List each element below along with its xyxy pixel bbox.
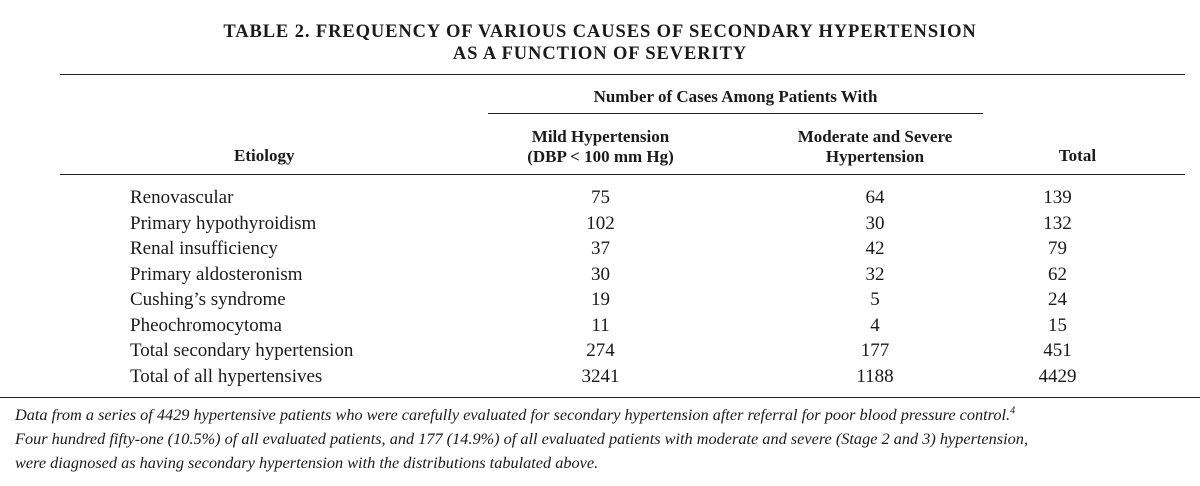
row-mild-value: 274 <box>586 340 615 361</box>
group-header: Number of Cases Among Patients With <box>593 87 878 106</box>
row-mild-value: 37 <box>591 238 610 259</box>
column-header-moderate-severe: Moderate and Severe Hypertension <box>765 127 985 167</box>
row-mild-value: 11 <box>591 315 610 336</box>
row-moderate-severe-value: 1188 <box>856 366 894 387</box>
table-row: Cushing’s syndrome 19 5 24 <box>0 287 1200 313</box>
column-header-mod-line2: Hypertension <box>825 147 925 166</box>
row-moderate-severe-value: 5 <box>870 289 880 310</box>
table-row: Renal insufficiency 37 42 79 <box>0 236 1200 262</box>
row-label: Cushing’s syndrome <box>130 289 286 310</box>
row-label: Primary hypothyroidism <box>130 213 317 234</box>
column-header-mild-line1: Mild Hypertension <box>531 127 670 146</box>
row-total-value: 15 <box>1048 315 1067 336</box>
header-rule <box>60 174 1185 175</box>
row-moderate-severe-value: 32 <box>865 264 885 285</box>
row-mild-value: 102 <box>586 213 615 234</box>
column-header-mild-line2: (DBP < 100 mm Hg) <box>527 147 674 166</box>
table-row: Total secondary hypertension 274 177 451 <box>0 338 1200 364</box>
top-rule <box>60 74 1185 75</box>
row-total-value: 24 <box>1048 289 1067 310</box>
bottom-rule <box>0 397 1200 398</box>
row-mild-value: 30 <box>591 264 610 285</box>
row-label: Primary aldosteronism <box>130 264 303 285</box>
table-row: Primary hypothyroidism 102 30 132 <box>0 211 1200 237</box>
row-moderate-severe-value: 42 <box>865 238 885 259</box>
column-header-total: Total <box>1058 146 1097 165</box>
table-title-line2: AS A FUNCTION OF SEVERITY <box>452 44 748 64</box>
row-moderate-severe-value: 177 <box>860 340 890 361</box>
footnote-reference: 4 <box>1010 405 1016 417</box>
row-total-value: 451 <box>1043 340 1072 361</box>
column-header-mod-line1: Moderate and Severe <box>797 127 953 146</box>
footnote-line2: Four hundred fifty-one (10.5%) of all ev… <box>15 429 1029 448</box>
row-total-value: 139 <box>1043 187 1072 208</box>
footnote-line1-text: Data from a series of 4429 hypertensive … <box>15 405 1011 424</box>
row-total-value: 79 <box>1048 238 1067 259</box>
row-total-value: 4429 <box>1038 366 1077 387</box>
row-total-value: 62 <box>1048 264 1067 285</box>
table-row: Pheochromocytoma 11 4 15 <box>0 313 1200 339</box>
row-mild-value: 75 <box>591 187 610 208</box>
footnote-line3: were diagnosed as having secondary hyper… <box>15 453 599 472</box>
row-label: Pheochromocytoma <box>130 315 282 336</box>
table-row: Total of all hypertensives 3241 1188 442… <box>0 364 1200 390</box>
column-header-etiology: Etiology <box>234 146 295 165</box>
table-title-line1: TABLE 2. FREQUENCY OF VARIOUS CAUSES OF … <box>223 22 977 42</box>
row-moderate-severe-value: 4 <box>870 315 880 336</box>
footnote-line1: Data from a series of 4429 hypertensive … <box>15 404 1200 426</box>
row-label: Total of all hypertensives <box>130 366 323 387</box>
table-row: Primary aldosteronism 30 32 62 <box>0 262 1200 288</box>
row-mild-value: 3241 <box>581 366 620 387</box>
row-label: Total secondary hypertension <box>130 340 354 361</box>
table-row: Renovascular 75 64 139 <box>0 185 1200 211</box>
column-header-mild: Mild Hypertension (DBP < 100 mm Hg) <box>488 127 713 167</box>
row-moderate-severe-value: 30 <box>865 213 885 234</box>
group-header-rule <box>488 113 983 114</box>
row-total-value: 132 <box>1043 213 1072 234</box>
row-label: Renovascular <box>130 187 234 208</box>
row-label: Renal insufficiency <box>130 238 278 259</box>
row-mild-value: 19 <box>591 289 610 310</box>
row-moderate-severe-value: 64 <box>865 187 885 208</box>
